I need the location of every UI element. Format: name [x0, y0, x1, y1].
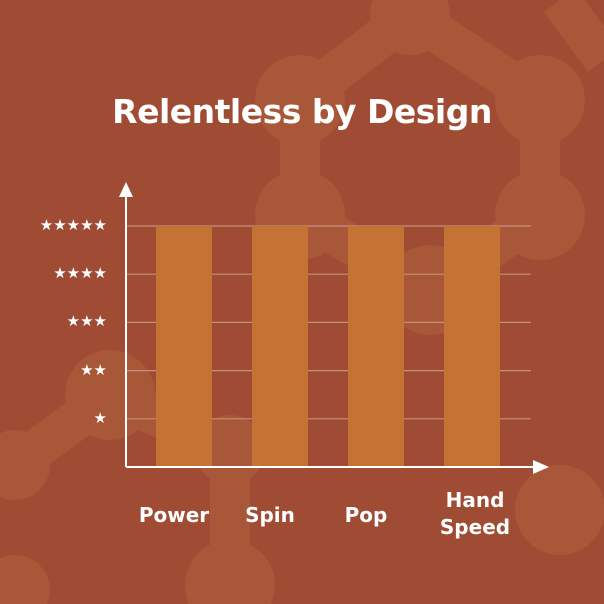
y-tick-label: ★★★ — [66, 312, 107, 331]
x-category-label: Hand Speed — [439, 488, 511, 539]
pattern-bond — [399, 0, 551, 117]
bar-spin — [252, 226, 308, 467]
chart-title: Relentless by Design — [112, 92, 492, 131]
y-tick-label: ★ — [93, 408, 107, 427]
pattern-node — [0, 555, 50, 604]
x-category-label: Power — [138, 503, 210, 527]
bar-pop — [348, 226, 404, 467]
y-tick-label: ★★★★★ — [39, 216, 107, 234]
x-category-label: Spin — [245, 503, 295, 527]
pattern-bond — [543, 0, 604, 72]
pattern-bond — [287, 0, 423, 116]
x-category-label: Pop — [344, 503, 388, 527]
bar-power — [156, 226, 212, 467]
x-axis-arrow-icon — [533, 460, 549, 474]
bar-hand-speed — [444, 226, 500, 467]
y-axis-arrow-icon — [119, 182, 133, 197]
pattern-bond — [3, 378, 122, 482]
pattern-node — [515, 465, 604, 555]
y-tick-label: ★★ — [80, 360, 107, 379]
y-tick-label: ★★★★ — [53, 264, 107, 283]
